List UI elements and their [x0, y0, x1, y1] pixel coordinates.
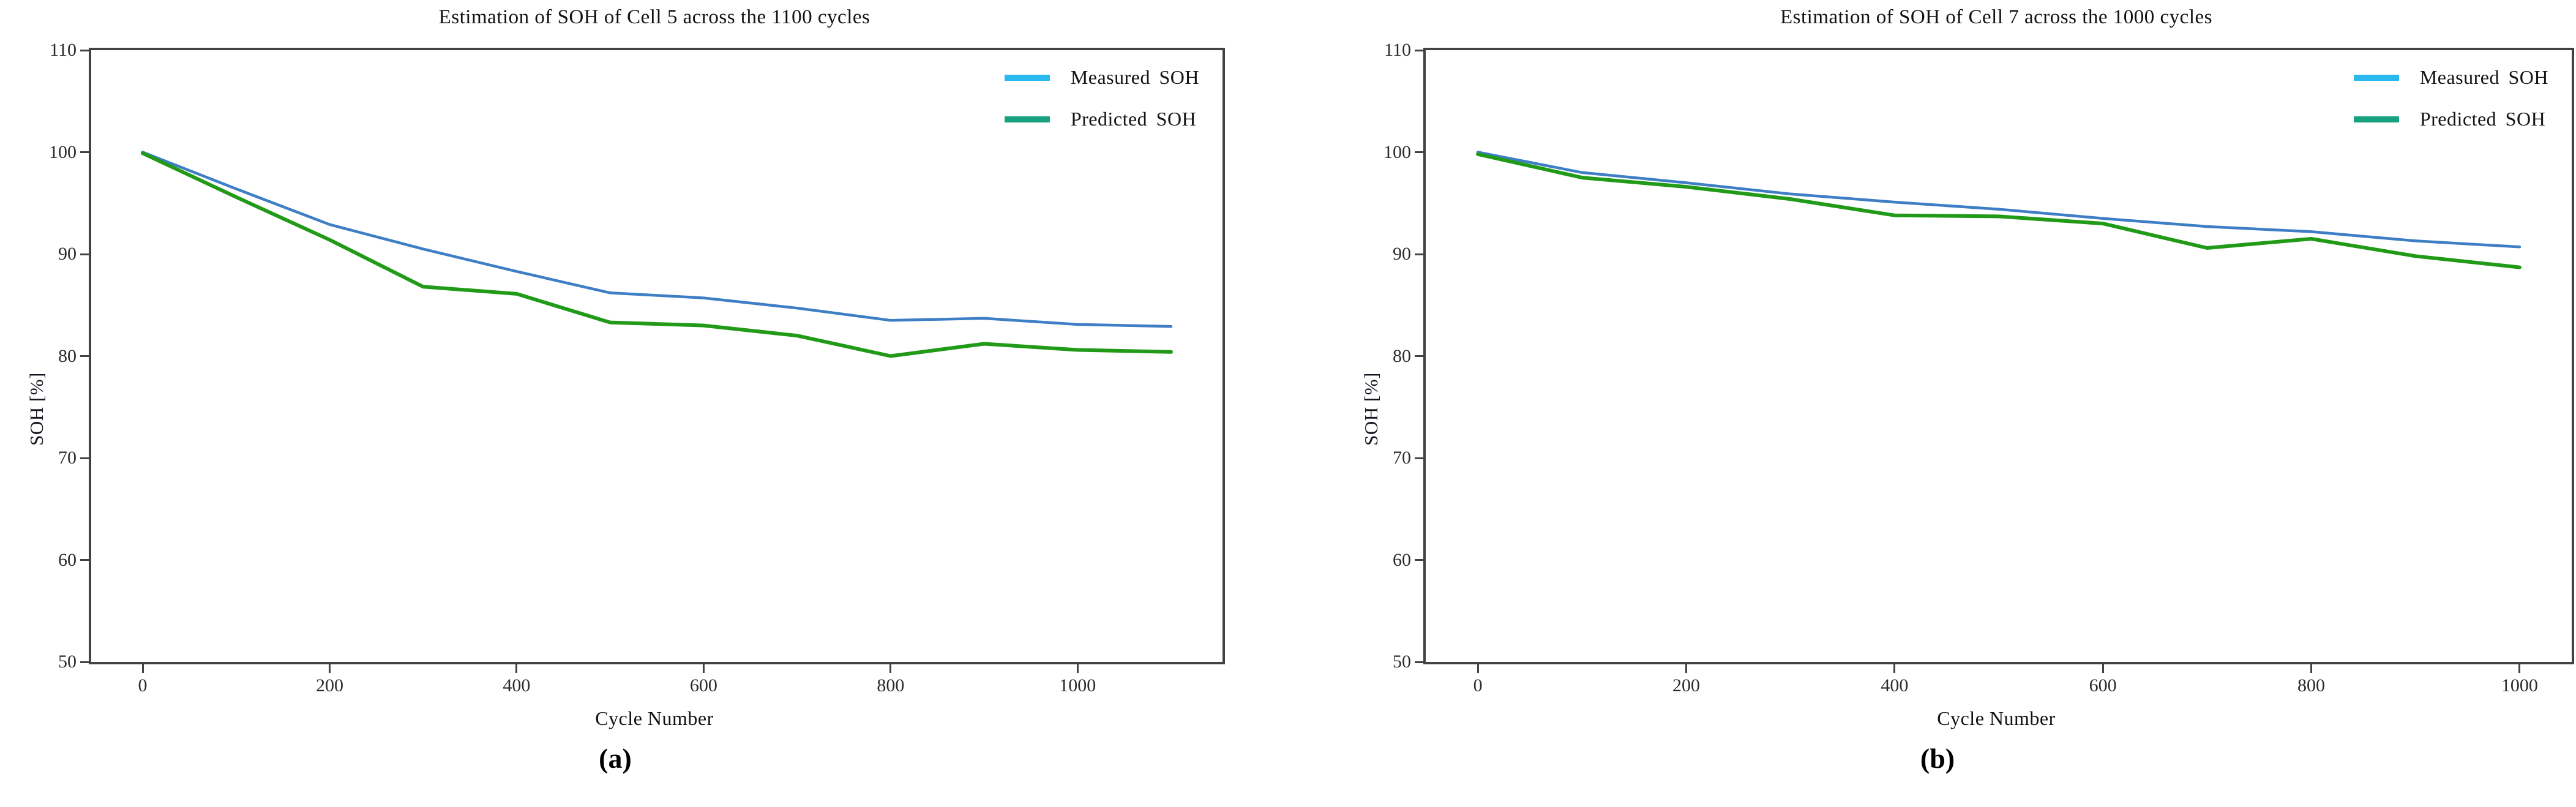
chart-panel-a: Estimation of SOH of Cell 5 across the 1… [26, 6, 1225, 774]
y-tick-mark [1415, 253, 1423, 255]
panel-caption-b: (b) [1920, 743, 1955, 774]
series-lines [141, 151, 1173, 358]
series-line-predicted-soh [141, 151, 1173, 358]
y-tick-mark [1415, 559, 1423, 561]
x-tick-mark [1685, 664, 1687, 673]
y-tick-mark [80, 661, 89, 663]
y-tick-label: 110 [1384, 40, 1411, 60]
y-tick-label: 90 [1393, 244, 1411, 264]
x-tick-mark [889, 664, 892, 673]
x-tick-label: 200 [315, 675, 343, 696]
x-tick-mark [328, 664, 331, 673]
y-tick-label: 50 [58, 651, 77, 672]
legend-item-measured: Measured SOH [2353, 66, 2548, 89]
series-lines [1476, 151, 2522, 269]
x-tick-label: 800 [2297, 675, 2326, 696]
legend: Measured SOH Predicted SOH [2353, 66, 2548, 130]
y-tick-label: 80 [58, 345, 77, 366]
x-tick-label: 200 [1672, 675, 1700, 696]
predicted-line-swatch [1004, 116, 1050, 122]
legend-item-measured: Measured SOH [1004, 66, 1199, 89]
chart-panel-b: Estimation of SOH of Cell 7 across the 1… [1288, 0, 2576, 807]
x-tick-mark [1477, 664, 1479, 673]
legend: Measured SOH Predicted SOH [1004, 66, 1199, 130]
panel-caption-a: (a) [599, 743, 632, 774]
x-tick-label: 800 [877, 675, 905, 696]
y-tick-mark [80, 355, 89, 357]
chart-title: Estimation of SOH of Cell 7 across the 1… [1780, 6, 2212, 28]
x-tick-mark [141, 664, 144, 673]
x-tick-mark [2310, 664, 2313, 673]
y-tick-label: 110 [50, 40, 77, 60]
x-tick-mark [1893, 664, 1896, 673]
y-tick-mark [1415, 355, 1423, 357]
x-tick-mark [515, 664, 518, 673]
measured-line-swatch [2353, 74, 2399, 81]
y-tick-label: 60 [1393, 549, 1411, 570]
x-tick-label: 400 [1881, 675, 1909, 696]
y-tick-mark [80, 253, 89, 255]
series-line-measured-soh [1476, 151, 2522, 249]
x-tick-mark [2518, 664, 2521, 673]
y-tick-mark [1415, 457, 1423, 459]
y-tick-label: 100 [1383, 141, 1411, 162]
series-line-measured-soh [141, 151, 1173, 328]
y-tick-label: 70 [1393, 448, 1411, 468]
y-tick-mark [1415, 151, 1423, 153]
y-tick-label: 50 [1393, 651, 1411, 672]
y-tick-mark [80, 559, 89, 561]
legend-label-measured: Measured SOH [2419, 66, 2548, 88]
x-axis-label: Cycle Number [1937, 707, 2056, 729]
y-tick-mark [80, 457, 89, 459]
y-tick-mark [1415, 661, 1423, 663]
x-tick-label: 1000 [1059, 675, 1096, 696]
measured-line-swatch [1004, 74, 1050, 81]
plot-area: Measured SOH Predicted SOH 0 200 400 600 800… [1383, 40, 2574, 696]
x-tick-label: 0 [1473, 675, 1483, 696]
legend-item-predicted: Predicted SOH [1004, 108, 1199, 130]
x-tick-mark [2102, 664, 2104, 673]
legend-label-predicted: Predicted SOH [2419, 108, 2546, 130]
y-tick-label: 90 [58, 244, 77, 264]
x-tick-mark [1076, 664, 1079, 673]
legend-label-measured: Measured SOH [1070, 66, 1199, 88]
y-tick-mark [80, 49, 89, 51]
y-axis-label: SOH [%] [1360, 372, 1382, 446]
y-tick-label: 80 [1393, 345, 1411, 366]
x-tick-label: 600 [689, 675, 717, 696]
x-tick-label: 600 [2089, 675, 2117, 696]
y-tick-label: 70 [58, 448, 77, 468]
x-tick-label: 1000 [2501, 675, 2538, 696]
x-axis-label: Cycle Number [595, 707, 714, 729]
y-tick-mark [1415, 49, 1423, 51]
x-tick-label: 400 [503, 675, 531, 696]
legend-item-predicted: Predicted SOH [2353, 108, 2548, 130]
y-tick-mark [80, 151, 89, 153]
y-tick-label: 60 [58, 549, 77, 570]
y-tick-label: 100 [49, 141, 77, 162]
x-tick-label: 0 [138, 675, 148, 696]
x-tick-mark [702, 664, 705, 673]
plot-area: Measured SOH Predicted SOH 0 200 400 600 800… [49, 40, 1225, 696]
chart-title: Estimation of SOH of Cell 5 across the 1… [438, 6, 871, 28]
y-axis-label: SOH [%] [26, 372, 47, 446]
legend-label-predicted: Predicted SOH [1070, 108, 1197, 130]
predicted-line-swatch [2353, 116, 2399, 122]
series-line-predicted-soh [1476, 152, 2522, 269]
